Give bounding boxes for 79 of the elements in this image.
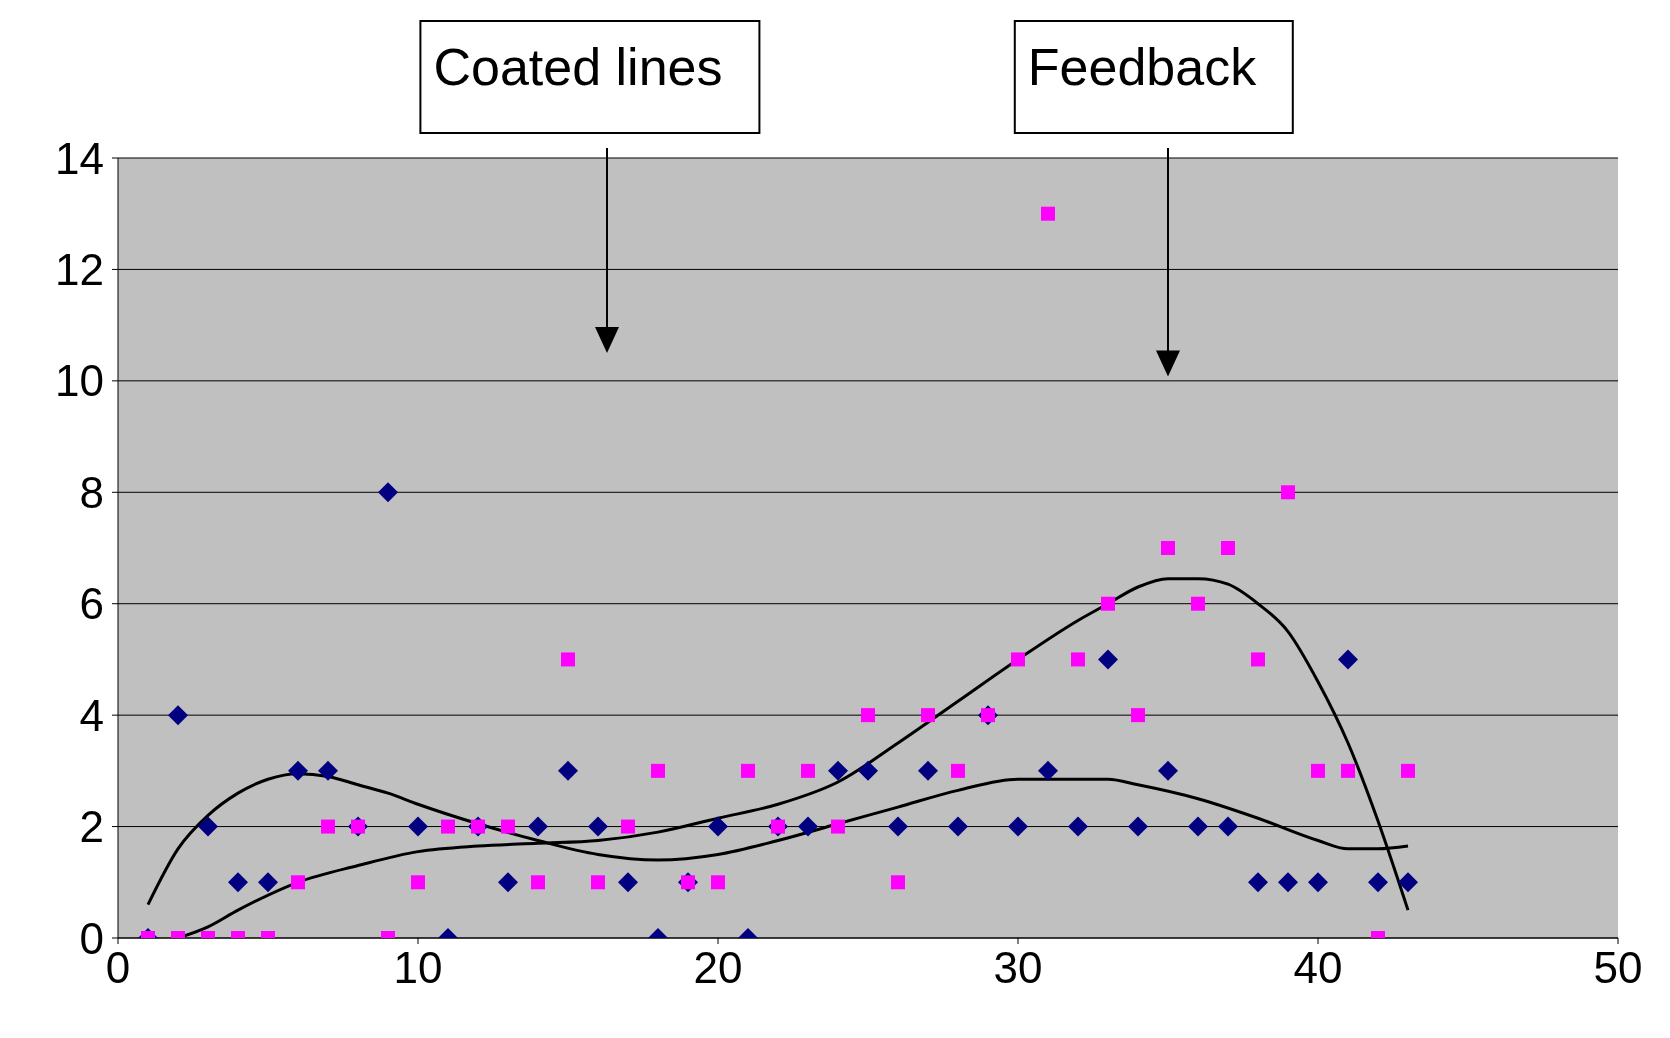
y-tick-label: 2: [79, 802, 104, 852]
point: [198, 816, 218, 837]
x-tick-label: 50: [1593, 943, 1643, 993]
x-tick-label: 40: [1293, 943, 1343, 993]
point: [378, 482, 398, 503]
point: [618, 872, 638, 893]
point: [1008, 816, 1028, 837]
text: Coated lines: [419, 20, 761, 135]
point: [1068, 816, 1088, 837]
point: [1131, 708, 1145, 723]
y-tick-label: 4: [79, 690, 104, 740]
point: [531, 875, 545, 890]
point: [258, 872, 278, 893]
x-tick-label: 30: [993, 943, 1043, 993]
point: [708, 816, 728, 837]
point: [228, 872, 248, 893]
point: [1251, 652, 1265, 667]
point: [858, 760, 878, 781]
point: [1098, 649, 1118, 670]
point: [711, 875, 725, 890]
y-tick-label: 12: [55, 245, 104, 295]
point: [621, 819, 635, 834]
point: [561, 652, 575, 667]
point: [498, 872, 518, 893]
point: [1311, 763, 1325, 778]
point: [1188, 816, 1208, 837]
point: [1041, 206, 1055, 221]
point: [801, 763, 815, 778]
y-tick-label: 14: [55, 133, 104, 183]
point: [1128, 816, 1148, 837]
point: [1071, 652, 1085, 667]
point: [1161, 541, 1175, 555]
point: [828, 760, 848, 781]
point: [1338, 649, 1358, 670]
point: [1281, 485, 1295, 500]
point: [588, 816, 608, 837]
point: [798, 816, 818, 837]
point: [558, 760, 578, 781]
point: [1101, 596, 1115, 611]
point: [741, 763, 755, 778]
point: [501, 819, 515, 834]
text: Feedback: [1013, 20, 1295, 135]
point: [408, 816, 428, 837]
x-tick-label: 10: [393, 943, 443, 993]
point: [651, 763, 665, 778]
y-tick-label: 10: [55, 356, 104, 406]
point: [1011, 652, 1025, 667]
point: [1341, 763, 1355, 778]
point: [1218, 816, 1238, 837]
point: [1401, 763, 1415, 778]
point: [831, 819, 845, 834]
y-tick-label: 8: [79, 467, 104, 517]
point: [891, 875, 905, 890]
point: [1038, 760, 1058, 781]
point: [948, 816, 968, 837]
point: [861, 708, 875, 723]
point: [1308, 872, 1328, 893]
point: [168, 705, 188, 726]
point: [951, 763, 965, 778]
point: [411, 875, 425, 890]
point: [1368, 872, 1388, 893]
point: [1191, 596, 1205, 611]
point: [888, 816, 908, 837]
point: [1158, 760, 1178, 781]
point: [591, 875, 605, 890]
point: [1248, 872, 1268, 893]
point: [318, 760, 338, 781]
point: [1221, 541, 1235, 555]
point: [1398, 872, 1418, 893]
x-tick-label: 20: [693, 943, 743, 993]
point: [528, 816, 548, 837]
point: [921, 708, 935, 723]
point: [291, 875, 305, 890]
point: [321, 819, 335, 834]
point: [1278, 872, 1298, 893]
point: [288, 760, 308, 781]
y-tick-label: 6: [79, 579, 104, 629]
point: [441, 819, 455, 834]
point: [918, 760, 938, 781]
